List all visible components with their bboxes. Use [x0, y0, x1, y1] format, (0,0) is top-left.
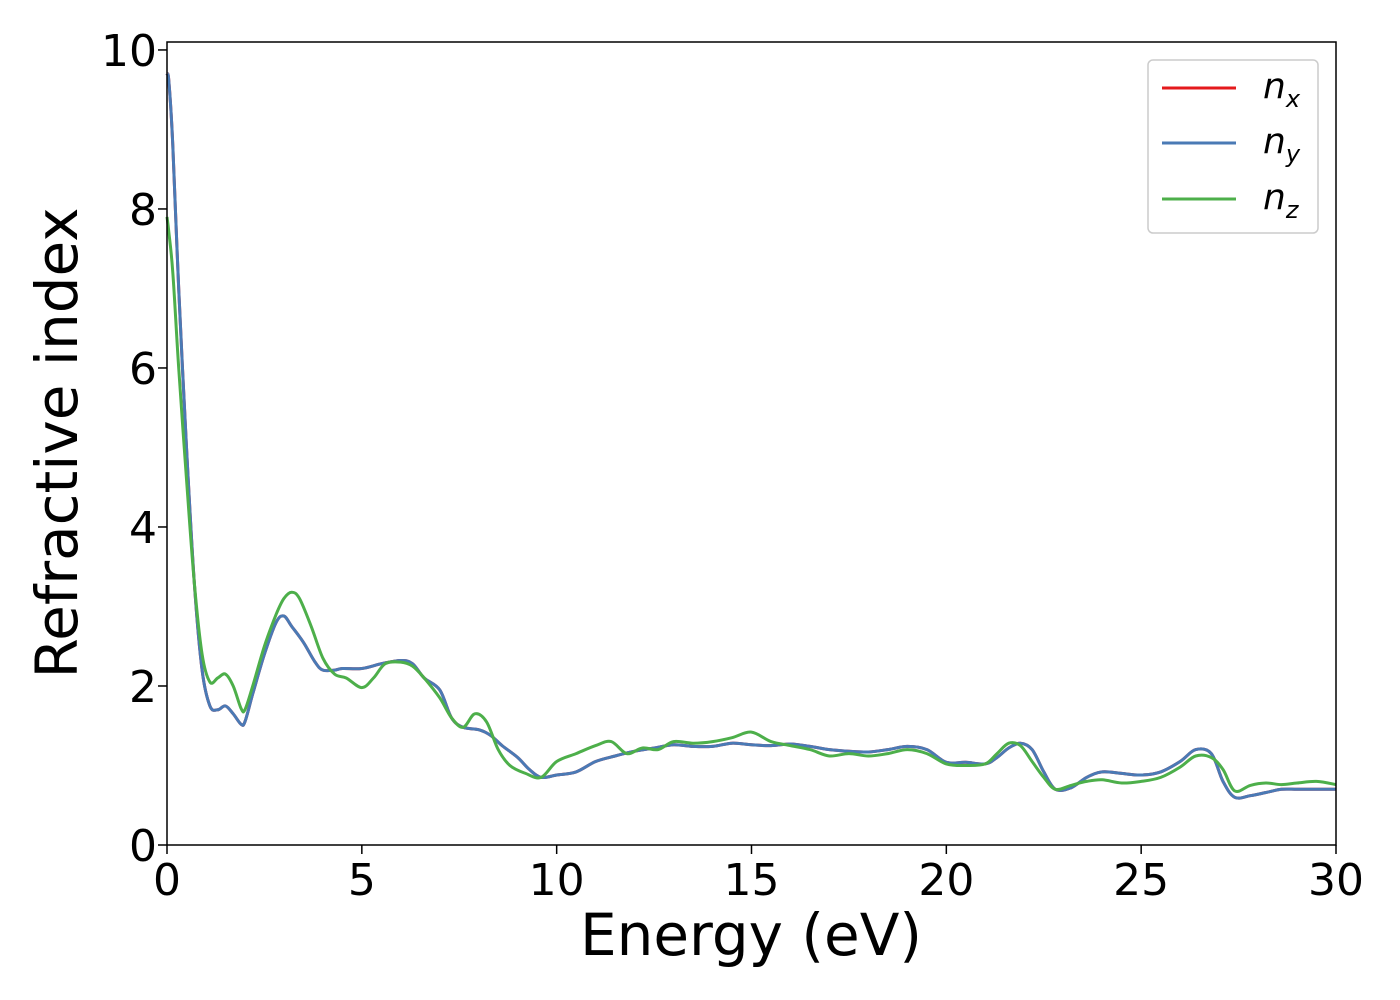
y-tick-label: 10	[101, 26, 157, 77]
x-axis: 0 5 10 15 20 25 30	[153, 845, 1364, 906]
y-axis-title: Refractive index	[23, 207, 91, 678]
plot-area	[167, 42, 1336, 845]
x-axis-title: Energy (eV)	[580, 901, 922, 969]
series-line-nz	[165, 216, 1337, 793]
x-tick-label: 10	[529, 855, 585, 906]
x-tick-label: 30	[1308, 855, 1364, 906]
series-lines	[165, 72, 1337, 800]
y-tick-label: 4	[129, 503, 157, 554]
series-line-ny	[165, 72, 1336, 800]
x-tick-label: 25	[1113, 855, 1169, 906]
y-tick-label: 0	[129, 821, 157, 872]
y-tick-label: 6	[129, 344, 157, 395]
x-tick-label: 20	[918, 855, 974, 906]
x-tick-label: 5	[348, 855, 376, 906]
y-tick-label: 8	[129, 185, 157, 236]
y-axis: 0 2 4 6 8 10	[101, 26, 167, 872]
x-tick-label: 15	[724, 855, 780, 906]
x-tick-label: 0	[153, 855, 181, 906]
legend-box	[1147, 59, 1319, 234]
y-tick-label: 2	[129, 662, 157, 713]
